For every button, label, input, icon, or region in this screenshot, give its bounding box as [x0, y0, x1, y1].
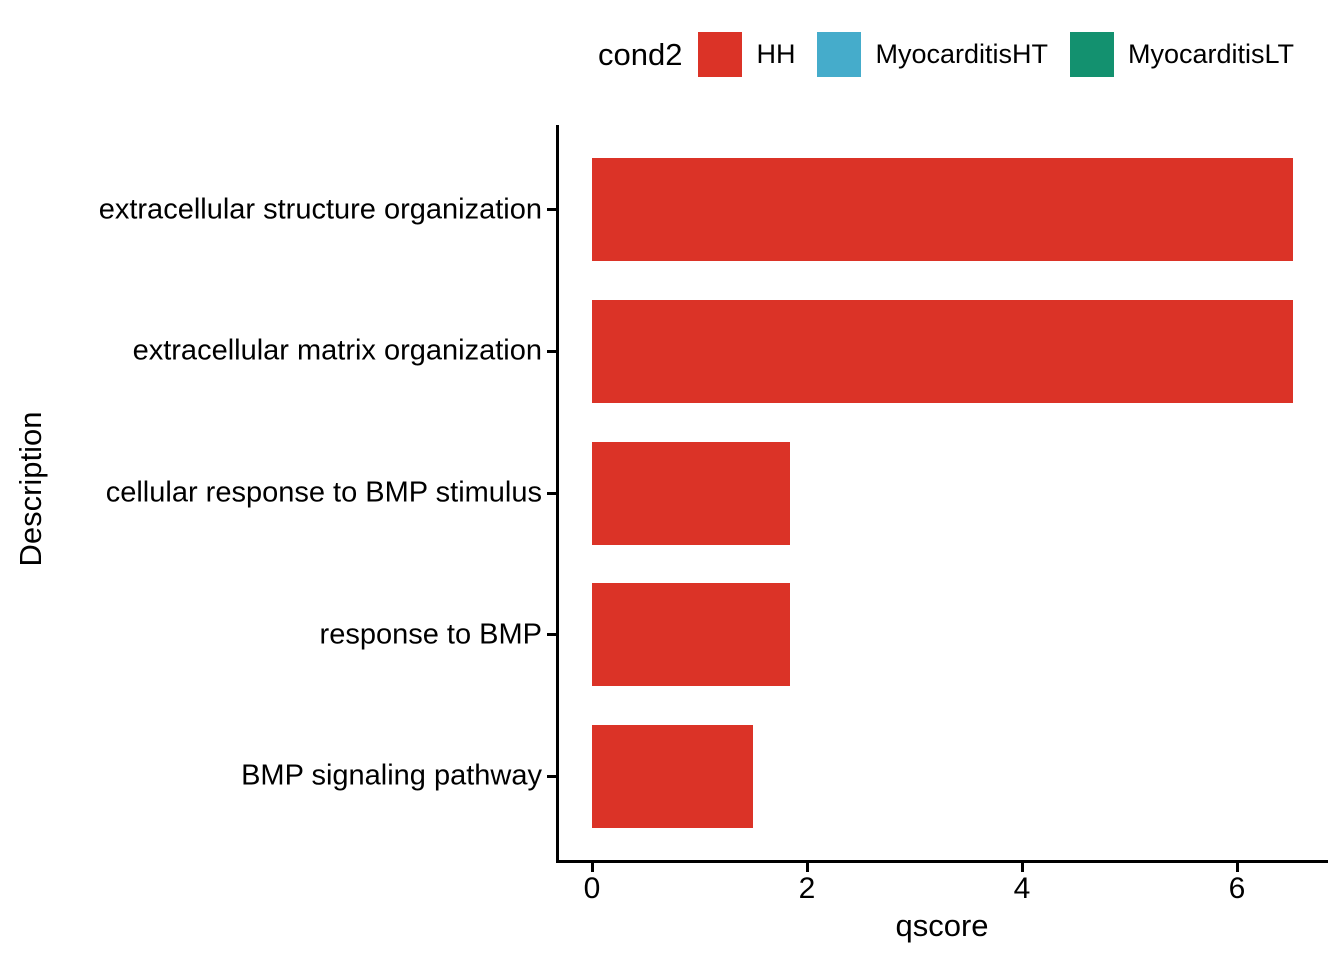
- legend-entry-myocarditisht: MyocarditisHT: [817, 32, 1048, 77]
- category-label-0: extracellular structure organization: [98, 193, 542, 226]
- x-axis-line: [556, 860, 1328, 863]
- legend-label-hh: HH: [756, 39, 796, 69]
- x-tick-label-2: 4: [1013, 872, 1031, 905]
- legend-swatch-myocarditislt: [1070, 32, 1114, 77]
- bar-hh-4: [592, 724, 754, 828]
- legend-swatch-hh: [698, 32, 743, 77]
- x-tick-1: [805, 863, 809, 872]
- bar-hh-0: [592, 158, 1293, 262]
- x-tick-0: [590, 863, 594, 872]
- x-tick-3: [1235, 863, 1239, 872]
- y-axis-line: [556, 125, 559, 863]
- category-label-2: cellular response to BMP stimulus: [105, 476, 542, 509]
- legend-entries: HH MyocarditisHT MyocarditisLT: [698, 32, 1316, 77]
- x-tick-label-0: 0: [583, 872, 601, 905]
- x-axis-title: qscore: [895, 908, 989, 943]
- y-tick-0: [547, 208, 556, 212]
- category-label-4: BMP signaling pathway: [241, 759, 542, 792]
- legend-entry-myocarditislt: MyocarditisLT: [1070, 32, 1294, 77]
- legend-swatch-myocarditisht: [817, 32, 862, 77]
- legend-entry-hh: HH: [698, 32, 795, 77]
- y-tick-4: [547, 774, 556, 778]
- legend-label-myocarditislt: MyocarditisLT: [1128, 39, 1295, 69]
- legend-title: cond2: [598, 36, 683, 72]
- bar-hh-2: [592, 441, 790, 545]
- bar-hh-3: [592, 583, 790, 687]
- category-label-1: extracellular matrix organization: [132, 334, 542, 367]
- category-label-3: response to BMP: [319, 618, 542, 651]
- x-tick-2: [1020, 863, 1024, 872]
- legend-label-myocarditisht: MyocarditisHT: [875, 39, 1048, 69]
- y-tick-1: [547, 349, 556, 353]
- x-tick-label-1: 2: [798, 872, 816, 905]
- y-axis-title: Description: [13, 411, 48, 567]
- bar-hh-1: [592, 299, 1293, 403]
- y-tick-3: [547, 633, 556, 637]
- legend: cond2 HH MyocarditisHT MyocarditisLT: [598, 31, 1316, 78]
- y-tick-2: [547, 491, 556, 495]
- x-tick-label-3: 6: [1228, 872, 1246, 905]
